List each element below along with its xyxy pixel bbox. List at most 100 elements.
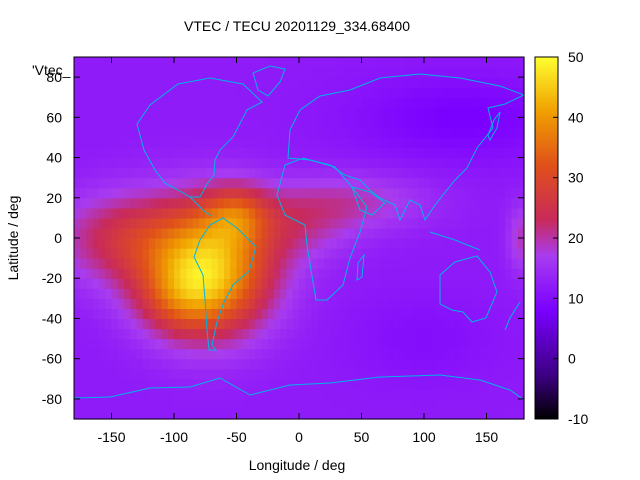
- heatmap-cell: [217, 147, 225, 159]
- heatmap-cell: [324, 348, 331, 360]
- heatmap-cell: [405, 97, 413, 108]
- heatmap-cell: [399, 368, 406, 380]
- heatmap-cell: [230, 97, 238, 108]
- heatmap-cell: [136, 338, 144, 350]
- heatmap-cell: [405, 77, 413, 88]
- coastline-australia: [439, 255, 498, 323]
- heatmap-cell: [399, 187, 406, 199]
- heatmap-cell: [186, 217, 194, 229]
- heatmap-cell: [399, 137, 406, 149]
- heatmap-cell: [92, 227, 100, 239]
- heatmap-cell: [205, 348, 213, 360]
- heatmap-cell: [74, 137, 81, 149]
- heatmap-cell: [286, 398, 294, 410]
- heatmap-cell: [130, 388, 138, 400]
- heatmap-cell: [399, 328, 406, 340]
- heatmap-cell: [217, 117, 225, 128]
- heatmap-cell: [274, 248, 281, 259]
- heatmap-cell: [467, 238, 475, 249]
- heatmap-cell: [442, 408, 450, 420]
- heatmap-cell: [355, 368, 363, 380]
- heatmap-cell: [236, 107, 244, 118]
- heatmap-cell: [417, 378, 425, 390]
- heatmap-cell: [192, 157, 200, 169]
- heatmap-cell: [486, 288, 494, 299]
- heatmap-cell: [274, 388, 281, 400]
- heatmap-cell: [324, 167, 331, 179]
- heatmap-cell: [461, 328, 469, 340]
- heatmap-cell: [474, 97, 481, 108]
- heatmap-cell: [74, 107, 81, 118]
- heatmap-cell: [86, 217, 94, 229]
- heatmap-cell: [261, 408, 269, 420]
- heatmap-cell: [130, 77, 138, 88]
- heatmap-cell: [174, 288, 181, 299]
- heatmap-cell: [417, 157, 425, 169]
- heatmap-cell: [255, 388, 263, 400]
- heatmap-cell: [105, 127, 113, 139]
- heatmap-cell: [261, 67, 269, 78]
- heatmap-cell: [211, 378, 219, 390]
- heatmap-cell: [311, 298, 319, 309]
- heatmap-cell: [280, 117, 288, 128]
- coastline-japan: [487, 111, 501, 142]
- heatmap-cell: [392, 107, 400, 118]
- heatmap-cell: [86, 147, 94, 159]
- heatmap-cell: [411, 77, 419, 88]
- heatmap-cell: [442, 328, 450, 340]
- heatmap-cell: [224, 197, 231, 209]
- heatmap-cell: [461, 358, 469, 370]
- heatmap-cell: [155, 57, 163, 68]
- heatmap-cell: [474, 87, 481, 98]
- heatmap-cell: [155, 97, 163, 108]
- heatmap-cell: [311, 348, 319, 360]
- heatmap-cell: [161, 288, 169, 299]
- heatmap-cell: [349, 137, 356, 149]
- heatmap-cell: [330, 238, 338, 249]
- heatmap-cell: [292, 348, 300, 360]
- coastline-south-america: [193, 217, 257, 351]
- heatmap-cell: [267, 217, 275, 229]
- heatmap-cell: [267, 268, 275, 279]
- heatmap-cell: [505, 298, 513, 309]
- heatmap-cell: [342, 398, 350, 410]
- heatmap-cell: [180, 127, 188, 139]
- heatmap-cell: [261, 57, 269, 68]
- heatmap-cell: [230, 127, 238, 139]
- heatmap-cell: [474, 258, 481, 269]
- heatmap-cell: [430, 97, 438, 108]
- heatmap-cell: [230, 378, 238, 390]
- heatmap-cell: [280, 217, 288, 229]
- heatmap-cell: [324, 308, 331, 320]
- heatmap-cell: [286, 258, 294, 269]
- heatmap-cell: [505, 348, 513, 360]
- heatmap-cell: [167, 248, 175, 259]
- heatmap-cell: [236, 127, 244, 139]
- heatmap-cell: [311, 278, 319, 289]
- heatmap-cell: [186, 57, 194, 68]
- heatmap-cell: [480, 398, 488, 410]
- heatmap-cell: [467, 147, 475, 159]
- heatmap-cell: [86, 308, 94, 320]
- heatmap-cell: [399, 398, 406, 410]
- heatmap-cell: [417, 388, 425, 400]
- heatmap-cell: [136, 167, 144, 179]
- heatmap-cell: [136, 227, 144, 239]
- heatmap-cell: [236, 408, 244, 420]
- heatmap-cell: [211, 77, 219, 88]
- heatmap-cell: [142, 348, 150, 360]
- heatmap-cell: [486, 368, 494, 380]
- heatmap-cell: [180, 288, 188, 299]
- heatmap-cell: [261, 157, 269, 169]
- heatmap-cell: [511, 187, 519, 199]
- heatmap-cell: [261, 77, 269, 88]
- heatmap-cell: [474, 217, 481, 229]
- heatmap-cell: [86, 378, 94, 390]
- heatmap-cell: [299, 57, 306, 68]
- heatmap-cell: [499, 338, 506, 350]
- heatmap-cell: [436, 167, 444, 179]
- heatmap-cell: [424, 308, 431, 320]
- heatmap-cell: [467, 157, 475, 169]
- heatmap-cell: [99, 318, 106, 330]
- heatmap-cell: [305, 107, 313, 118]
